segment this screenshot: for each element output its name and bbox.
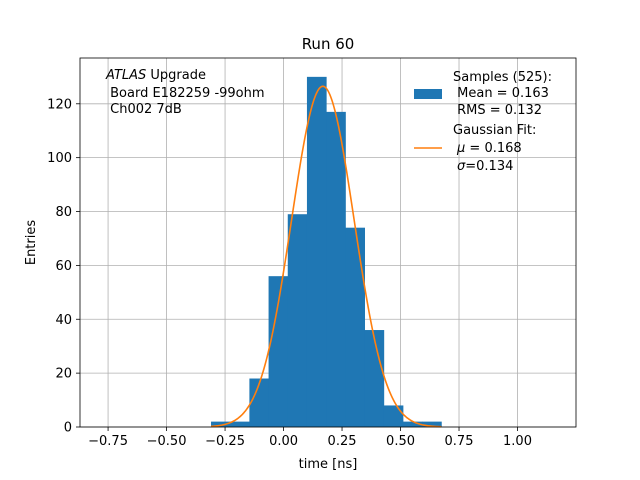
y-tick-label-6: 120 bbox=[47, 97, 72, 112]
legend-mu-symbol: μ bbox=[456, 141, 465, 156]
histogram-bar-10 bbox=[402, 421, 423, 427]
histogram-bar-5 bbox=[306, 76, 327, 428]
annotation-upgrade: Upgrade bbox=[146, 68, 206, 83]
plot-frame bbox=[79, 57, 577, 428]
x-tick-label-1: −0.50 bbox=[147, 434, 187, 449]
histogram-bar-7 bbox=[345, 227, 365, 427]
legend-samples-line-3: RMS = 0.132 bbox=[453, 103, 542, 118]
y-tick-label-2: 40 bbox=[55, 313, 72, 328]
legend-sigma-value: =0.134 bbox=[465, 159, 513, 174]
y-tick-label-5: 100 bbox=[47, 151, 72, 166]
legend-samples-line-2: Mean = 0.163 bbox=[453, 86, 549, 101]
gaussian-fit-curve bbox=[210, 85, 442, 428]
chart-title: Run 60 bbox=[302, 35, 355, 53]
histogram-bar-0 bbox=[211, 421, 231, 427]
axis-ticks: −0.75 −0.50 −0.25 0.00 0.25 0.50 0.75 1.00 0 20 40… bbox=[47, 97, 532, 449]
y-axis-label: Entries bbox=[24, 220, 39, 266]
legend-fit-line-1: Gaussian Fit: bbox=[453, 123, 536, 138]
legend-mu-value: = 0.168 bbox=[465, 141, 521, 156]
histogram-bars bbox=[211, 76, 442, 428]
histogram-bar-8 bbox=[364, 330, 385, 427]
histogram-bar-3 bbox=[268, 276, 289, 427]
legend: Samples (525): Mean = 0.163 RMS = 0.132 … bbox=[414, 70, 552, 174]
y-tick-label-3: 60 bbox=[55, 259, 72, 274]
gaussian-fit-layer bbox=[210, 85, 442, 428]
histogram-bar-2 bbox=[249, 378, 270, 427]
x-axis-label: time [ns] bbox=[299, 457, 358, 472]
legend-samples-swatch bbox=[414, 89, 442, 99]
atlas-annotation: ATLAS Upgrade Board E182259 -99ohm Ch002… bbox=[105, 68, 265, 117]
legend-sigma-symbol: σ bbox=[457, 159, 466, 174]
x-tick-label-4: 0.25 bbox=[328, 434, 357, 449]
x-tick-label-6: 0.75 bbox=[445, 434, 474, 449]
y-tick-label-0: 0 bbox=[64, 421, 72, 436]
legend-samples-line-1: Samples (525): bbox=[453, 70, 552, 85]
annotation-line-3: Ch002 7dB bbox=[106, 102, 182, 117]
y-tick-label-4: 80 bbox=[55, 205, 72, 220]
legend-fit-sigma: σ=0.134 bbox=[457, 159, 513, 174]
annotation-line-2: Board E182259 -99ohm bbox=[106, 86, 265, 101]
annotation-atlas-italic: ATLAS bbox=[105, 68, 146, 83]
x-tick-label-3: 0.00 bbox=[269, 434, 298, 449]
y-tick-label-1: 20 bbox=[55, 367, 72, 382]
x-tick-label-7: 1.00 bbox=[503, 434, 532, 449]
histogram-bar-9 bbox=[383, 405, 404, 427]
histogram-bar-11 bbox=[422, 421, 442, 427]
histogram-bar-6 bbox=[326, 111, 346, 427]
x-tick-label-0: −0.75 bbox=[88, 434, 128, 449]
annotation-line-1: ATLAS Upgrade bbox=[105, 68, 206, 83]
legend-fit-mu: μ = 0.168 bbox=[456, 141, 522, 156]
x-tick-label-5: 0.50 bbox=[386, 434, 415, 449]
histogram-bar-1 bbox=[230, 421, 250, 427]
x-tick-label-2: −0.25 bbox=[205, 434, 245, 449]
histogram-bar-4 bbox=[287, 214, 308, 427]
